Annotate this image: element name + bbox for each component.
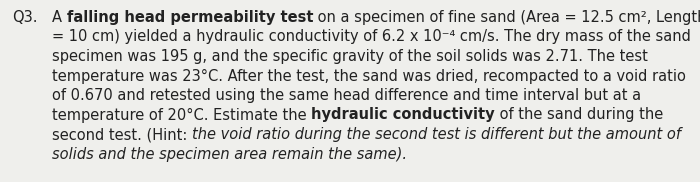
Text: of 0.670 and retested using the same head difference and time interval but at a: of 0.670 and retested using the same hea…	[52, 88, 641, 103]
Text: falling head permeability test: falling head permeability test	[66, 10, 313, 25]
Text: specimen was 195 g, and the specific gravity of the soil solids was 2.71. The te: specimen was 195 g, and the specific gra…	[52, 49, 648, 64]
Text: of the sand during the: of the sand during the	[495, 108, 663, 122]
Text: the void ratio during the second test is different but the amount of: the void ratio during the second test is…	[192, 127, 681, 142]
Text: temperature was 23°C. After the test, the sand was dried, recompacted to a void : temperature was 23°C. After the test, th…	[52, 68, 686, 84]
Text: second test. (Hint:: second test. (Hint:	[52, 127, 192, 142]
Text: temperature of 20°C. Estimate the: temperature of 20°C. Estimate the	[52, 108, 312, 122]
Text: hydraulic conductivity: hydraulic conductivity	[312, 108, 495, 122]
Text: A: A	[52, 10, 66, 25]
Text: Q3.: Q3.	[12, 10, 38, 25]
Text: = 10 cm) yielded a hydraulic conductivity of 6.2 x 10⁻⁴ cm/s. The dry mass of th: = 10 cm) yielded a hydraulic conductivit…	[52, 29, 691, 45]
Text: on a specimen of fine sand (Area = 12.5 cm², Length: on a specimen of fine sand (Area = 12.5 …	[313, 10, 700, 25]
Text: solids and the specimen area remain the same).: solids and the specimen area remain the …	[52, 147, 407, 161]
